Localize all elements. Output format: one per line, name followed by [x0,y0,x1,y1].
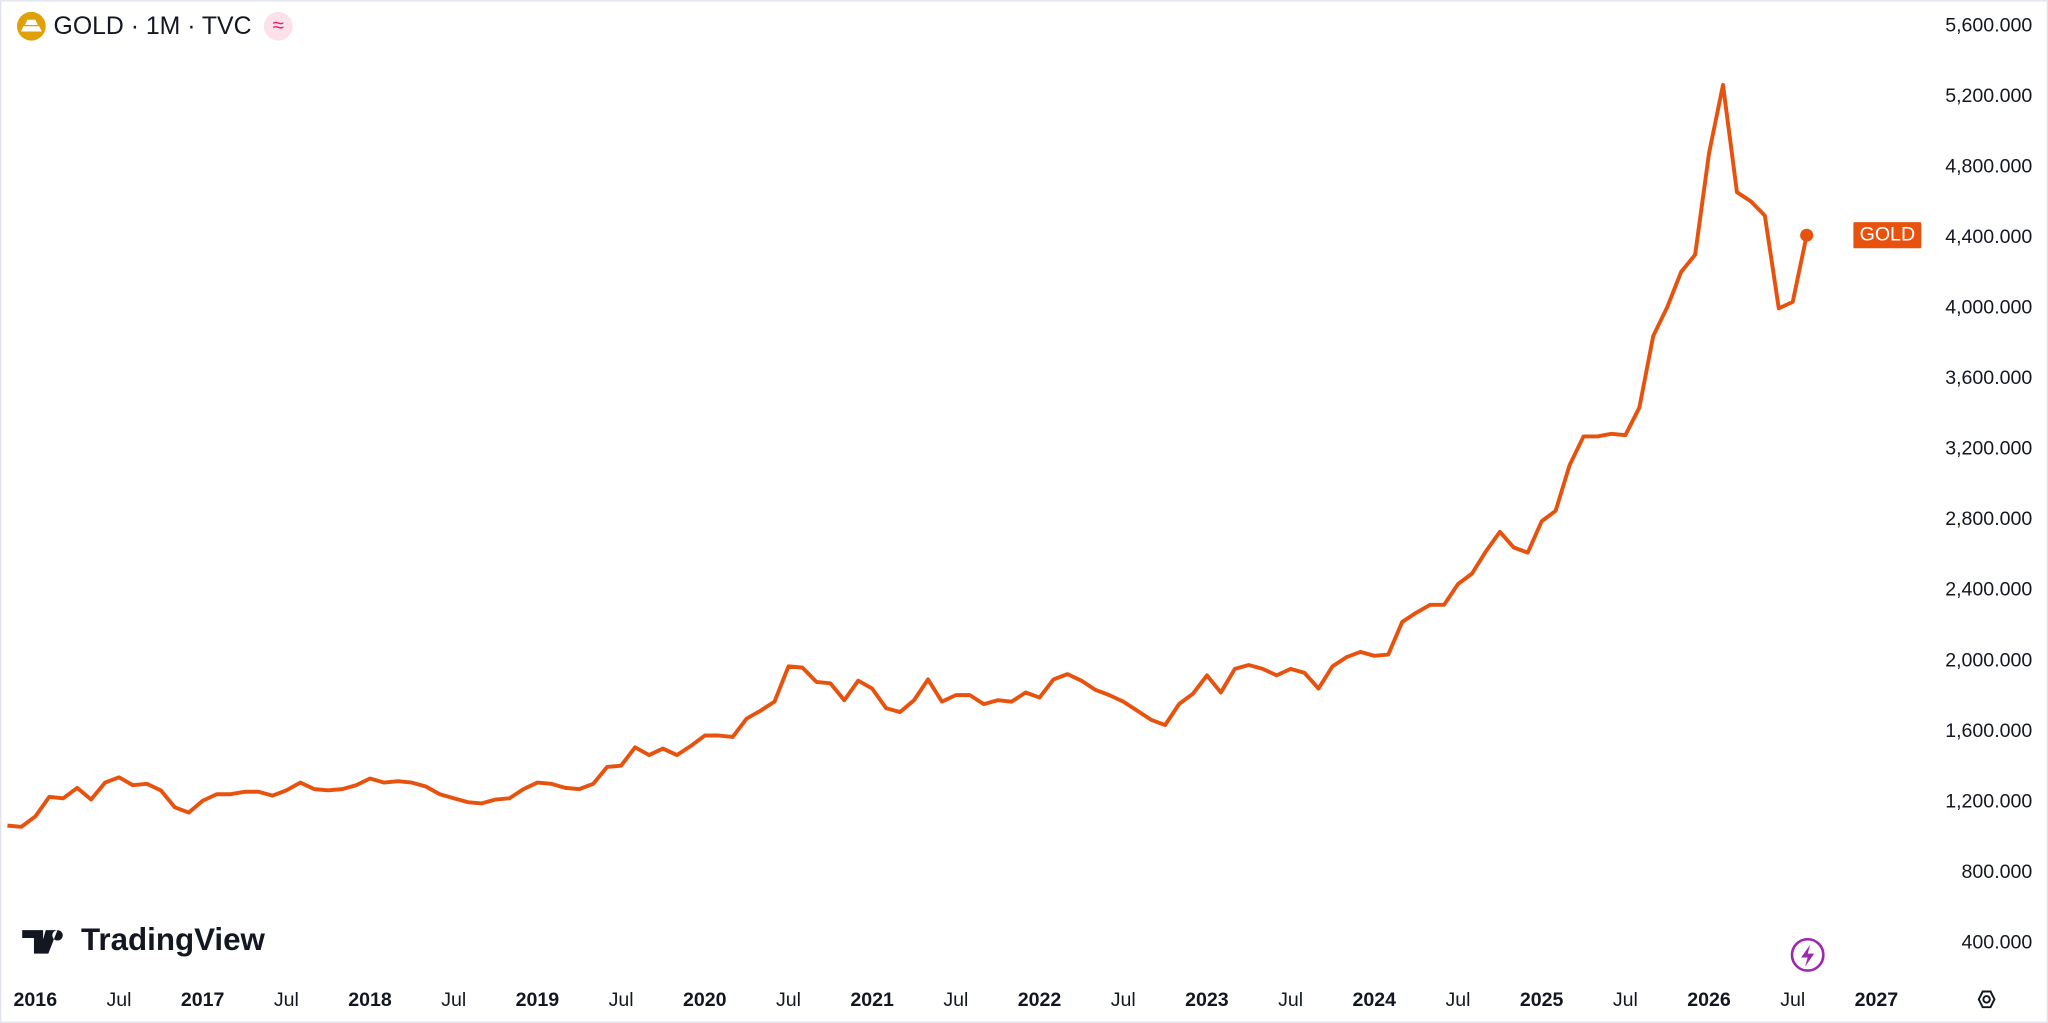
x-tick-label: 2025 [1520,989,1564,1011]
x-tick-label: 2023 [1185,989,1229,1011]
plot-area [7,83,1814,829]
x-tick-label: 2018 [348,989,392,1011]
watermark: TradingView [81,922,266,957]
y-tick-label: 4,000.000 [1945,297,2032,319]
y-tick-label: 5,200.000 [1945,85,2032,107]
price-line [7,83,1809,829]
x-tick-label: Jul [609,989,634,1011]
symbol-icon [16,11,46,41]
x-tick-label: Jul [943,989,968,1011]
y-tick-label: 1,600.000 [1945,720,2032,742]
y-tick-label: 5,600.000 [1945,14,2032,36]
y-tick-label: 2,400.000 [1945,579,2032,601]
price-tag-bg [1853,222,1922,249]
x-tick-label: 2022 [1018,989,1062,1011]
lightning-button[interactable] [1790,937,1825,972]
x-tick-label: 2020 [683,989,727,1011]
y-tick-label: 800.000 [1962,861,2033,883]
x-tick-label: Jul [1445,989,1470,1011]
x-tick-label: Jul [1278,989,1303,1011]
x-tick-label: 2027 [1855,989,1899,1011]
x-tick-label: 2016 [14,989,58,1011]
x-tick-label: Jul [1111,989,1136,1011]
status-icon[interactable]: ≈ [263,11,293,41]
y-tick-label: 400.000 [1962,931,2033,953]
settings-button[interactable] [1977,990,1996,1009]
watermark-logo: TradingView [22,922,266,957]
price-tag-label: GOLD [1860,223,1915,245]
x-tick-label: 2024 [1353,989,1397,1011]
y-tick-label: 4,400.000 [1945,226,2032,248]
x-tick-label: Jul [441,989,466,1011]
chart-title[interactable]: GOLD · 1M · TVC [54,13,252,40]
y-tick-label: 4,800.000 [1945,155,2032,177]
x-tick-label: Jul [776,989,801,1011]
x-tick-label: 2017 [181,989,225,1011]
svg-text:≈: ≈ [272,14,283,37]
x-tick-label: 2021 [850,989,894,1011]
y-tick-label: 3,200.000 [1945,438,2032,460]
x-tick-label: Jul [106,989,131,1011]
y-tick-label: 2,000.000 [1945,649,2032,671]
x-tick-label: Jul [1780,989,1805,1011]
x-tick-label: Jul [1613,989,1638,1011]
x-tick-label: 2026 [1687,989,1731,1011]
last-point [1800,228,1814,242]
x-tick-label: 2019 [516,989,560,1011]
y-tick-label: 1,200.000 [1945,790,2032,812]
x-tick-label: Jul [274,989,299,1011]
y-tick-label: 3,600.000 [1945,367,2032,389]
y-tick-label: 2,800.000 [1945,508,2032,530]
